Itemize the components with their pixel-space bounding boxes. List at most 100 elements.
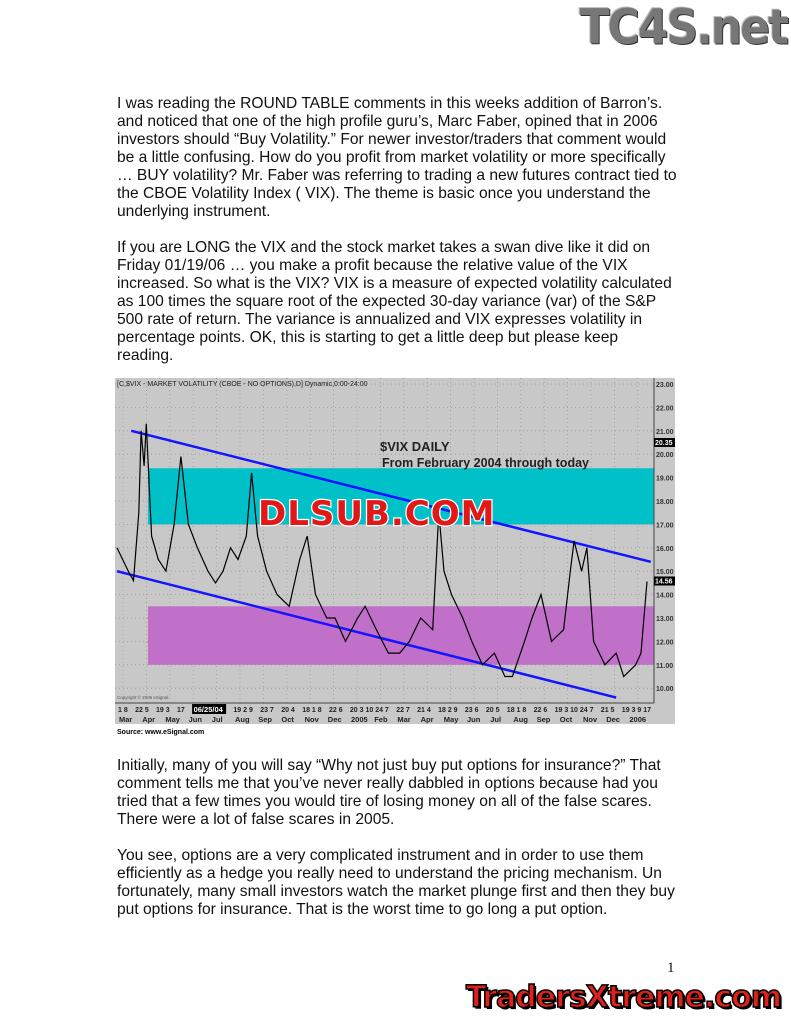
x-tick-month: Aug	[235, 715, 250, 724]
x-tick-month: Dec	[328, 715, 342, 724]
band	[148, 606, 654, 665]
text-line: If you are LONG the VIX and the stock ma…	[117, 239, 651, 256]
text-line: underlying instrument.	[117, 203, 271, 220]
trendline	[130, 429, 652, 564]
y-tick-label: 15.00	[656, 569, 674, 576]
x-tick-month: Oct	[560, 715, 573, 724]
x-tick-month: Mar	[119, 715, 132, 724]
x-tick-day: 19 3 10 24 7	[555, 707, 594, 714]
x-tick-month: Dec	[606, 715, 620, 724]
y-tick-label: 18.00	[656, 499, 674, 506]
text-line: efficiently as a hedge you really need t…	[117, 865, 662, 882]
x-tick-month: Mar	[397, 715, 410, 724]
text-line: You see, options are a very complicated …	[117, 847, 644, 864]
chart-source: Source: www.eSignal.com	[117, 729, 204, 736]
chart-annotation-subtitle: From February 2004 through today	[382, 456, 589, 470]
x-tick-day: 18 2 9	[438, 707, 458, 714]
text-line: … BUY volatility? Mr. Faber was referrin…	[117, 167, 677, 184]
text-line: There were a lot of false scares in 2005…	[117, 811, 395, 828]
x-tick-month: Sep	[258, 715, 272, 724]
x-tick-day: 23 6	[465, 707, 479, 714]
tradersxtreme-logo: TradersXtreme.com	[465, 979, 782, 1016]
page-number: 1	[667, 960, 675, 976]
x-tick-month: Apr	[142, 715, 155, 724]
text-line: percentage points. OK, this is starting …	[117, 329, 619, 346]
x-tick-day: 21 4	[417, 707, 431, 714]
text-line: I was reading the ROUND TABLE comments i…	[117, 95, 663, 112]
x-tick-month: Nov	[305, 715, 320, 724]
x-tick-month: Oct	[281, 715, 294, 724]
paragraph-4: You see, options are a very complicated …	[117, 847, 697, 919]
chart-annotation-title: $VIX DAILY	[380, 439, 450, 454]
x-tick-month: Jun	[189, 715, 203, 724]
paragraph-2: If you are LONG the VIX and the stock ma…	[117, 239, 697, 365]
text-line: Friday 01/19/06 … you make a profit beca…	[117, 257, 628, 274]
x-tick-day: 18 1 8	[302, 707, 322, 714]
y-tick-label: 20.00	[656, 452, 674, 459]
tc4s-logo: TC4S.net	[579, 0, 789, 56]
text-line: put options for insurance. That is the w…	[117, 901, 608, 918]
x-tick-day: 22 7	[396, 707, 410, 714]
x-tick-month: Feb	[374, 715, 388, 724]
last-value-label: 14.56	[655, 578, 673, 585]
y-tick-label: 23.00	[656, 382, 674, 389]
x-tick-month: 2005	[351, 715, 368, 724]
text-line: reading.	[117, 347, 174, 364]
x-tick-day: 22 6	[534, 707, 548, 714]
paragraph-1: I was reading the ROUND TABLE comments i…	[117, 95, 697, 221]
x-tick-month: Jun	[467, 715, 481, 724]
vix-chart: [C,$VIX - MARKET VOLATILITY (CBOE - NO O…	[115, 378, 675, 738]
x-tick-month: Jul	[212, 715, 223, 724]
x-tick-day: 19 3 9 17	[622, 707, 651, 714]
value-box	[654, 576, 675, 586]
y-tick-label: 16.00	[656, 546, 674, 553]
x-tick-day: 17	[177, 707, 185, 714]
y-tick-label: 10.00	[656, 686, 674, 693]
y-tick-label: 17.00	[656, 522, 674, 529]
text-line: the CBOE Volatility Index ( VIX). The th…	[117, 185, 651, 202]
y-tick-label: 11.00	[656, 663, 673, 670]
x-tick-day: 23 7	[260, 707, 274, 714]
x-tick-day: 20 3 10 24 7	[350, 707, 389, 714]
value-box	[654, 438, 675, 448]
x-tick-month: Jul	[490, 715, 501, 724]
text-line: fortunately, many small investors watch …	[117, 883, 675, 900]
y-tick-label: 22.00	[656, 405, 674, 412]
vix-series-line	[116, 423, 648, 678]
text-line: be a little confusing. How do you profit…	[117, 149, 666, 166]
text-line: 500 rate of return. The variance is annu…	[117, 311, 642, 328]
x-tick-month: May	[444, 715, 459, 724]
y-axis-panel	[654, 378, 675, 724]
x-tick-day: 18 1 8	[507, 707, 527, 714]
date-marker-box	[192, 704, 227, 714]
text-line: as 100 times the square root of the expe…	[117, 293, 657, 310]
paragraph-3: Initially, many of you will say “Why not…	[117, 757, 697, 829]
x-tick-day: 19 3	[156, 707, 170, 714]
x-axis-panel	[115, 703, 654, 724]
x-tick-day: 22 5	[135, 707, 149, 714]
x-tick-day: 19 2 9	[233, 707, 253, 714]
x-tick-day: 20 4	[281, 707, 295, 714]
text-line: Initially, many of you will say “Why not…	[117, 757, 661, 774]
y-tick-label: 21.00	[656, 429, 674, 436]
text-line: investors should “Buy Volatility.” For n…	[117, 131, 667, 148]
y-tick-label: 14.00	[656, 593, 674, 600]
y-tick-label: 13.00	[656, 616, 674, 623]
text-line: and noticed that one of the high profile…	[117, 113, 658, 130]
text-line: comment tells me that you’ve never reall…	[117, 775, 658, 792]
x-tick-day: 21 5	[601, 707, 615, 714]
x-tick-month: 2006	[629, 715, 646, 724]
date-marker: 06/25/04	[194, 705, 224, 714]
x-tick-day: 1 8	[118, 707, 128, 714]
y-tick-label: 12.00	[656, 639, 674, 646]
y-tick-label: 19.00	[656, 476, 674, 483]
x-tick-day: 20 5	[486, 707, 500, 714]
x-tick-month: Nov	[583, 715, 598, 724]
trendline	[116, 569, 617, 699]
chart-copyright: Copyright © 2005 eSignal	[117, 694, 168, 700]
dlsub-watermark: DLSUB.COM	[258, 494, 496, 534]
x-tick-day: 22 6	[329, 707, 343, 714]
chart-header: [C,$VIX - MARKET VOLATILITY (CBOE - NO O…	[117, 381, 368, 388]
band	[148, 468, 654, 525]
x-tick-month: Aug	[513, 715, 528, 724]
